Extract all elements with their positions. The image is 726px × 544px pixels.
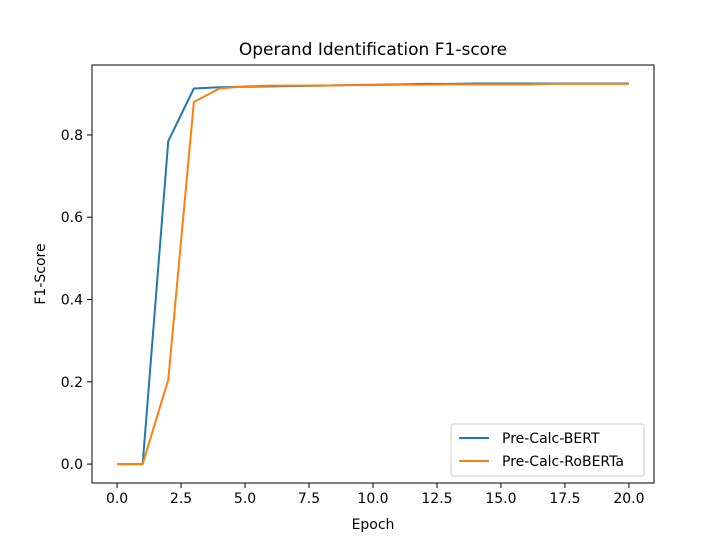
x-tick-label: 5.0: [234, 491, 256, 507]
x-axis-ticks: 0.0 2.5 5.0 7.5 10.0 12.5 15.0 17.5 20.0: [106, 483, 645, 507]
y-tick-label: 0.6: [61, 210, 83, 226]
x-axis-label: Epoch: [352, 517, 395, 533]
x-tick-label: 17.5: [549, 491, 580, 507]
y-axis-ticks: 0.0 0.2 0.4 0.6 0.8: [61, 128, 92, 473]
legend-box: [450, 423, 645, 477]
y-tick-label: 0.0: [61, 457, 83, 473]
x-tick-label: 0.0: [106, 491, 128, 507]
x-tick-label: 2.5: [170, 491, 192, 507]
legend-label-roberta: Pre-Calc-RoBERTa: [502, 454, 624, 470]
series-lines: [117, 82, 629, 466]
x-tick-label: 12.5: [421, 491, 452, 507]
x-tick-label: 10.0: [357, 491, 388, 507]
y-tick-label: 0.8: [61, 128, 83, 144]
y-tick-label: 0.4: [61, 293, 83, 309]
legend: Pre-Calc-BERT Pre-Calc-RoBERTa: [450, 423, 645, 477]
series-line-roberta: [117, 82, 629, 466]
y-tick-label: 0.2: [61, 375, 83, 391]
legend-label-bert: Pre-Calc-BERT: [502, 431, 600, 447]
chart-title: Operand Identification F1-score: [239, 40, 507, 60]
plot-frame: [91, 64, 655, 484]
x-tick-label: 20.0: [613, 491, 644, 507]
y-axis-label: F1-Score: [33, 243, 49, 304]
x-tick-label: 7.5: [298, 491, 320, 507]
x-tick-label: 15.0: [485, 491, 516, 507]
